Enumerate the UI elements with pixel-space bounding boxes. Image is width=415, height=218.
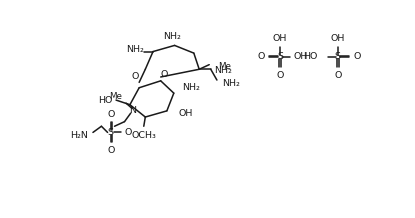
Text: NH₂: NH₂ bbox=[126, 45, 144, 54]
Text: O: O bbox=[353, 52, 361, 61]
Text: O: O bbox=[161, 70, 168, 79]
Text: HO: HO bbox=[99, 95, 113, 105]
Text: N: N bbox=[129, 106, 136, 115]
Text: OH: OH bbox=[273, 34, 287, 43]
Text: OH: OH bbox=[293, 53, 308, 61]
Text: NH₂: NH₂ bbox=[222, 79, 240, 89]
Text: NH₂: NH₂ bbox=[182, 83, 200, 92]
Text: OCH₃: OCH₃ bbox=[131, 131, 156, 140]
Text: Me: Me bbox=[109, 92, 122, 101]
Text: OH: OH bbox=[178, 109, 193, 118]
Text: O: O bbox=[108, 110, 115, 119]
Text: S: S bbox=[277, 53, 283, 61]
Text: OH: OH bbox=[331, 34, 345, 43]
Text: O: O bbox=[132, 72, 139, 82]
Text: NH₂: NH₂ bbox=[215, 66, 232, 75]
Text: O: O bbox=[108, 146, 115, 155]
Text: Me: Me bbox=[218, 63, 231, 72]
Text: NH₂: NH₂ bbox=[164, 32, 181, 41]
Text: H₂N: H₂N bbox=[70, 131, 88, 140]
Text: O: O bbox=[124, 128, 132, 137]
Text: O: O bbox=[334, 71, 342, 80]
Text: S: S bbox=[335, 53, 341, 61]
Text: HO: HO bbox=[303, 53, 317, 61]
Text: S: S bbox=[107, 128, 114, 137]
Text: O: O bbox=[276, 71, 284, 80]
Text: O: O bbox=[257, 52, 265, 61]
